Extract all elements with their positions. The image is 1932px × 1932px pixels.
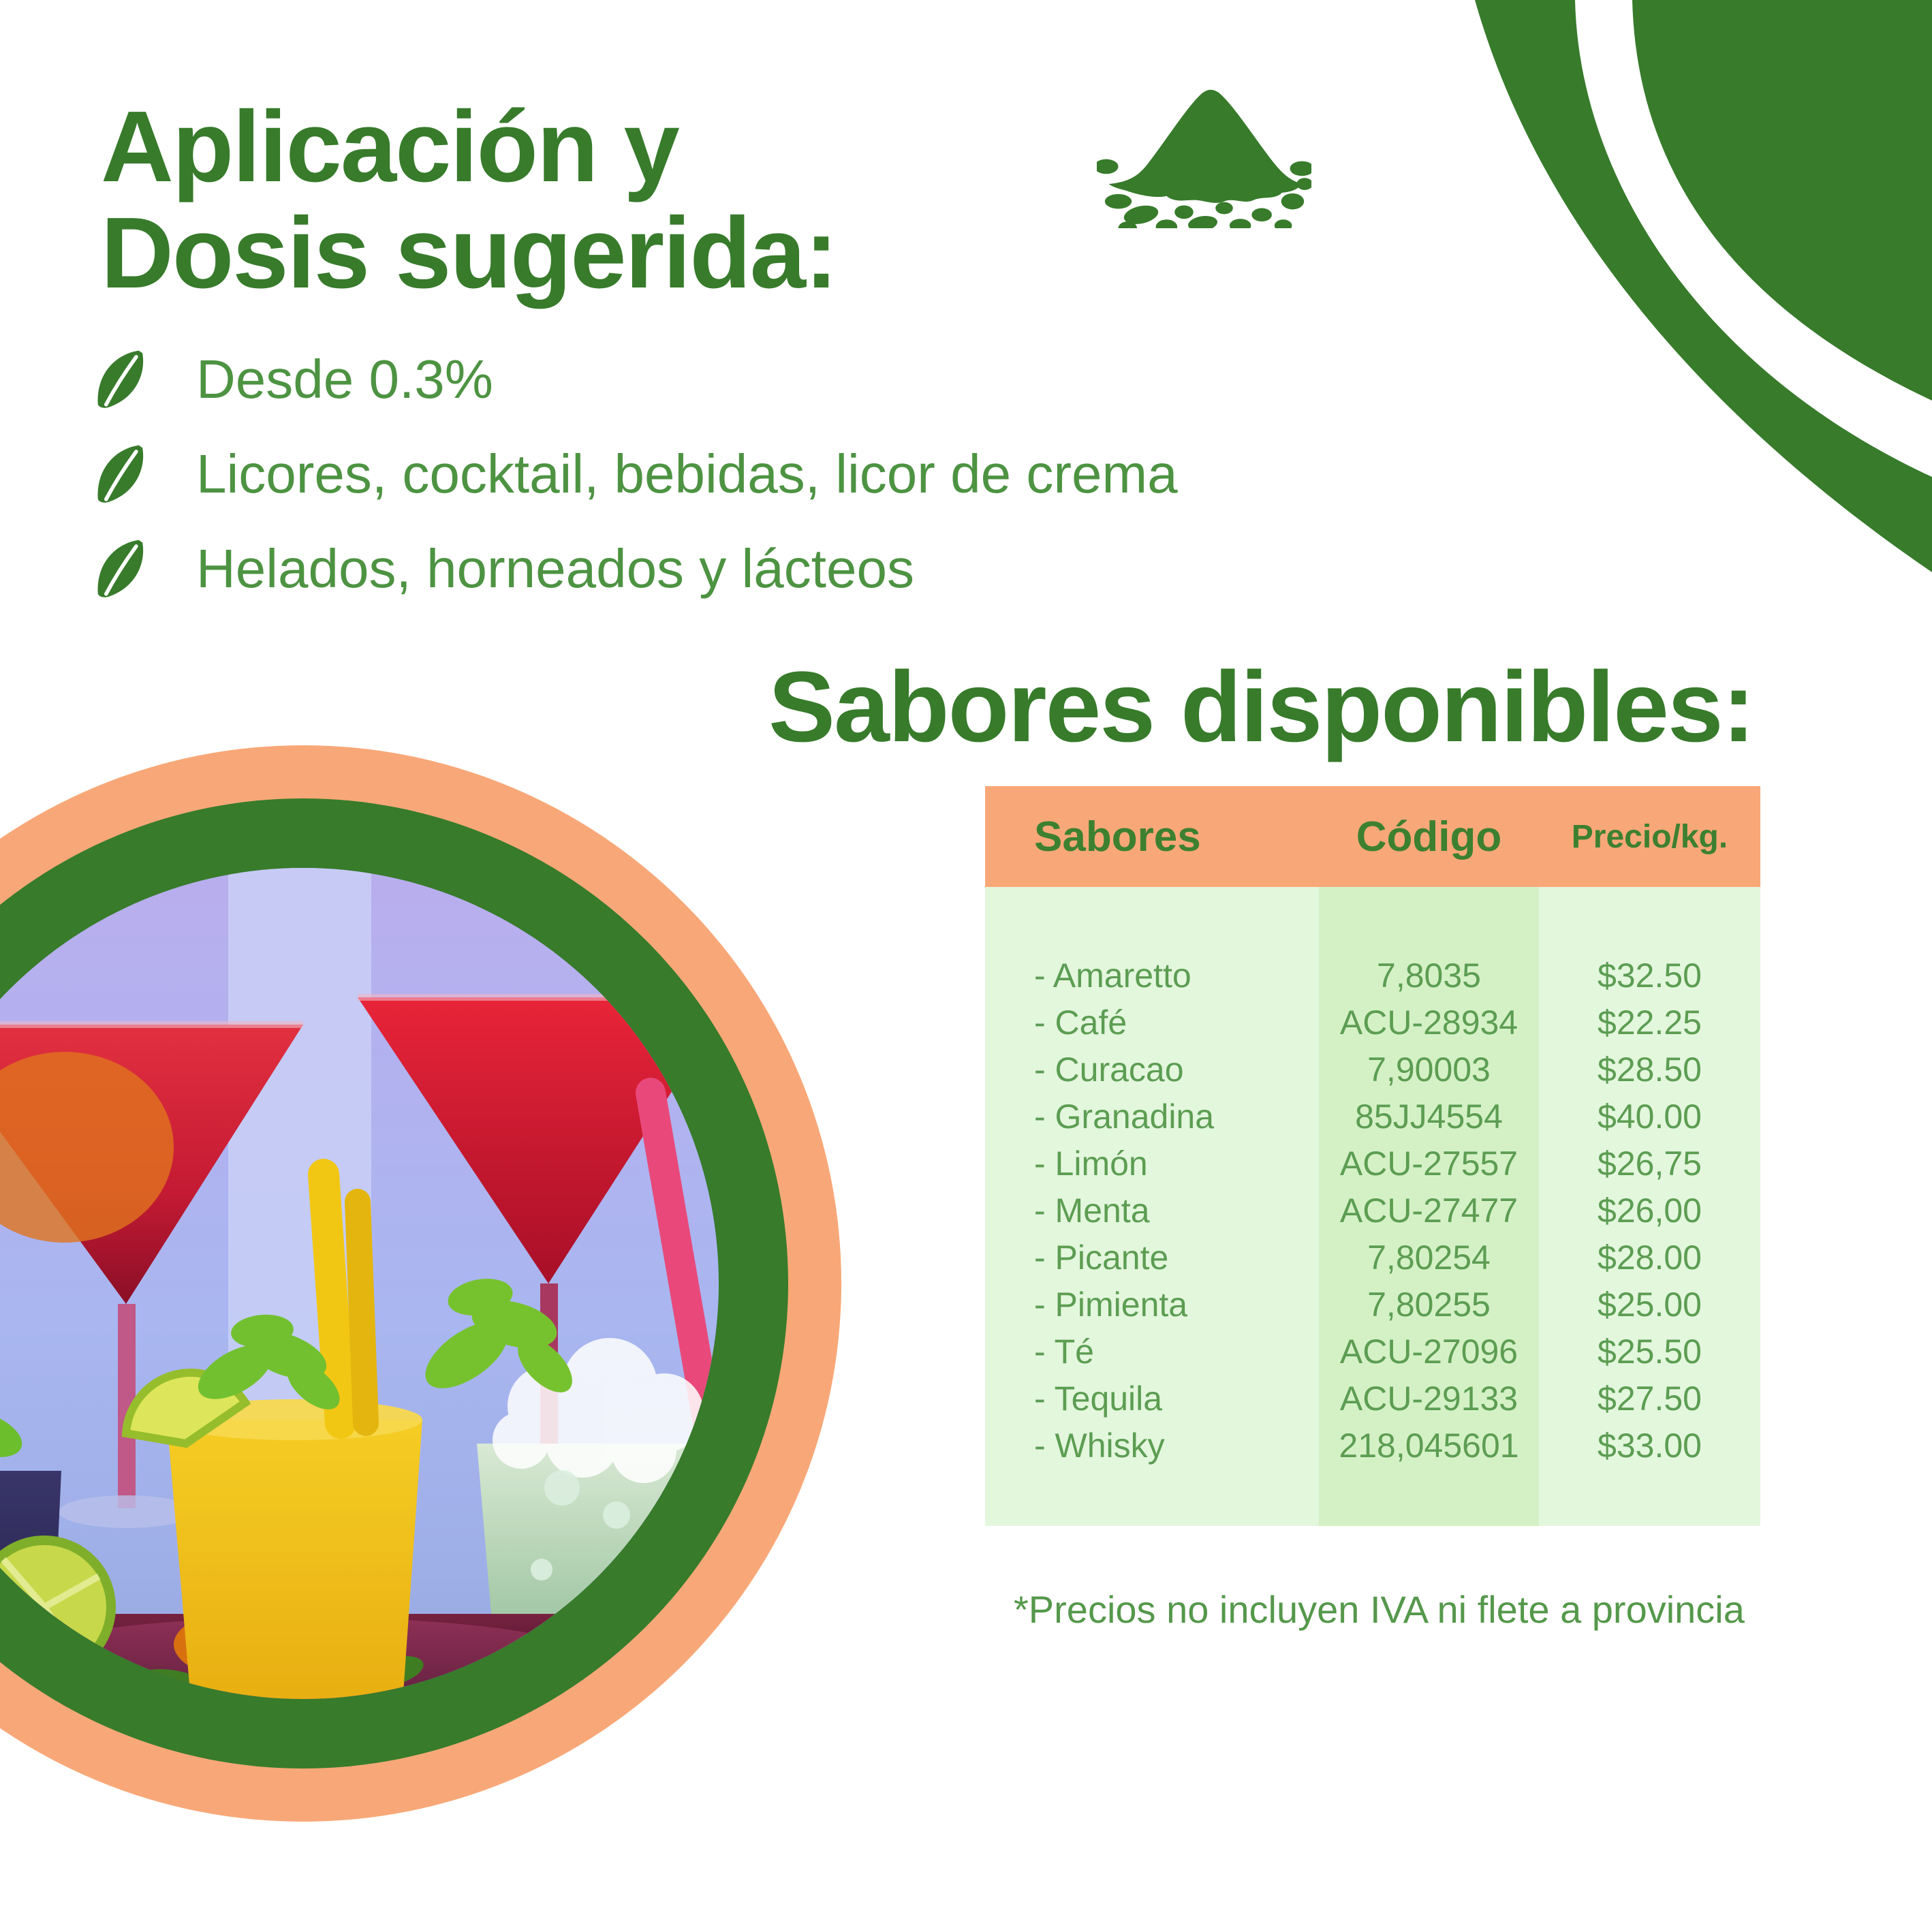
col-header-precio: Precio/kg. [1571,818,1728,855]
flavors-table: Sabores Código Precio/kg. - Amaretto 7,8… [985,786,1760,1526]
flavor-cell: - Curacao [1034,1050,1184,1089]
code-cell: 218,045601 [1339,1426,1519,1465]
table-row: - Limón ACU-27557 $26,75 [985,1140,1760,1187]
leaf-icon [97,350,144,408]
flavor-cell: - Té [1034,1332,1094,1371]
code-cell: 7,90003 [1367,1050,1491,1089]
flavor-cell: - Granadina [1034,1097,1215,1136]
code-cell: 7,8035 [1377,956,1481,995]
price-cell: $22.25 [1598,1003,1702,1042]
flavor-cell: - Picante [1034,1238,1169,1277]
flavor-cell: - Whisky [1034,1426,1165,1465]
flavor-cell: - Amaretto [1034,956,1191,995]
flavor-cell: - Menta [1034,1191,1150,1230]
table-row: - Whisky 218,045601 $33.00 [985,1422,1760,1469]
flavor-cell: - Café [1034,1003,1127,1042]
section-heading: Sabores disponibles: [768,651,1756,763]
code-cell: ACU-27557 [1339,1144,1518,1183]
col-header-codigo: Código [1356,813,1502,860]
code-cell: ACU-29133 [1339,1379,1518,1418]
table-row: - Menta ACU-27477 $26,00 [985,1187,1760,1234]
col-header-sabores: Sabores [1034,813,1201,860]
table-row: - Té ACU-27096 $25.50 [985,1328,1760,1375]
leaf-icon [97,445,144,503]
code-cell: 7,80255 [1367,1285,1491,1324]
price-cell: $27.50 [1598,1379,1702,1418]
table-header: Sabores Código Precio/kg. [985,786,1760,887]
bullet-item-licores: Licores, cocktail, bebidas, licor de cre… [89,437,1178,512]
price-cell: $40.00 [1598,1097,1702,1136]
code-cell: ACU-28934 [1339,1003,1518,1042]
bullet-item-helados: Helados, horneados y lácteos [89,531,914,606]
corner-swoosh-decoration [1475,0,1932,572]
price-cell: $26,00 [1598,1191,1702,1230]
bullet-label: Licores, cocktail, bebidas, licor de cre… [196,443,1178,504]
code-column-stripe [1319,887,1539,1526]
code-cell: ACU-27096 [1339,1332,1518,1371]
price-cell: $28.50 [1598,1050,1702,1089]
page-title: Aplicación y Dosis sugerida: [101,91,838,309]
flavor-cell: - Limón [1034,1144,1148,1183]
bullet-item-dosis: Desde 0.3% [89,342,493,417]
price-cell: $25.50 [1598,1332,1702,1371]
page-title-line1: Aplicación y [101,91,680,203]
price-cell: $25.00 [1598,1285,1702,1324]
bullet-label: Desde 0.3% [196,349,493,409]
table-row: - Granadina 85JJ4554 $40.00 [985,1093,1760,1140]
page-title-line2: Dosis sugerida: [101,197,838,309]
cocktails-photo-scene [0,868,719,1699]
price-cell: $32.50 [1598,956,1702,995]
code-cell: 7,80254 [1367,1238,1491,1277]
price-cell: $26,75 [1598,1144,1702,1183]
table-body: - Amaretto 7,8035 $32.50 - Café ACU-2893… [985,887,1760,1526]
corner-swoosh-band [1475,0,1932,572]
price-cell: $28.00 [1598,1238,1702,1277]
powder-pile-icon [1097,89,1311,228]
price-disclaimer: *Precios no incluyen IVA ni flete a prov… [1014,1588,1745,1631]
flavor-cell: - Pimienta [1034,1285,1188,1324]
table-row: - Tequila ACU-29133 $27.50 [985,1375,1760,1422]
code-cell: 85JJ4554 [1355,1097,1503,1136]
leaf-icon [97,540,144,597]
flavor-cell: - Tequila [1034,1379,1163,1418]
table-row: - Amaretto 7,8035 $32.50 [985,952,1760,999]
table-row: - Pimienta 7,80255 $25.00 [985,1281,1760,1328]
bullet-label: Helados, horneados y lácteos [196,538,914,599]
table-row: - Picante 7,80254 $28.00 [985,1234,1760,1281]
cocktails-photo [0,745,841,1822]
table-row: - Café ACU-28934 $22.25 [985,999,1760,1046]
corner-swoosh-blob [1632,0,1932,401]
table-row: - Curacao 7,90003 $28.50 [985,1046,1760,1093]
code-cell: ACU-27477 [1339,1191,1518,1230]
price-cell: $33.00 [1598,1426,1702,1465]
